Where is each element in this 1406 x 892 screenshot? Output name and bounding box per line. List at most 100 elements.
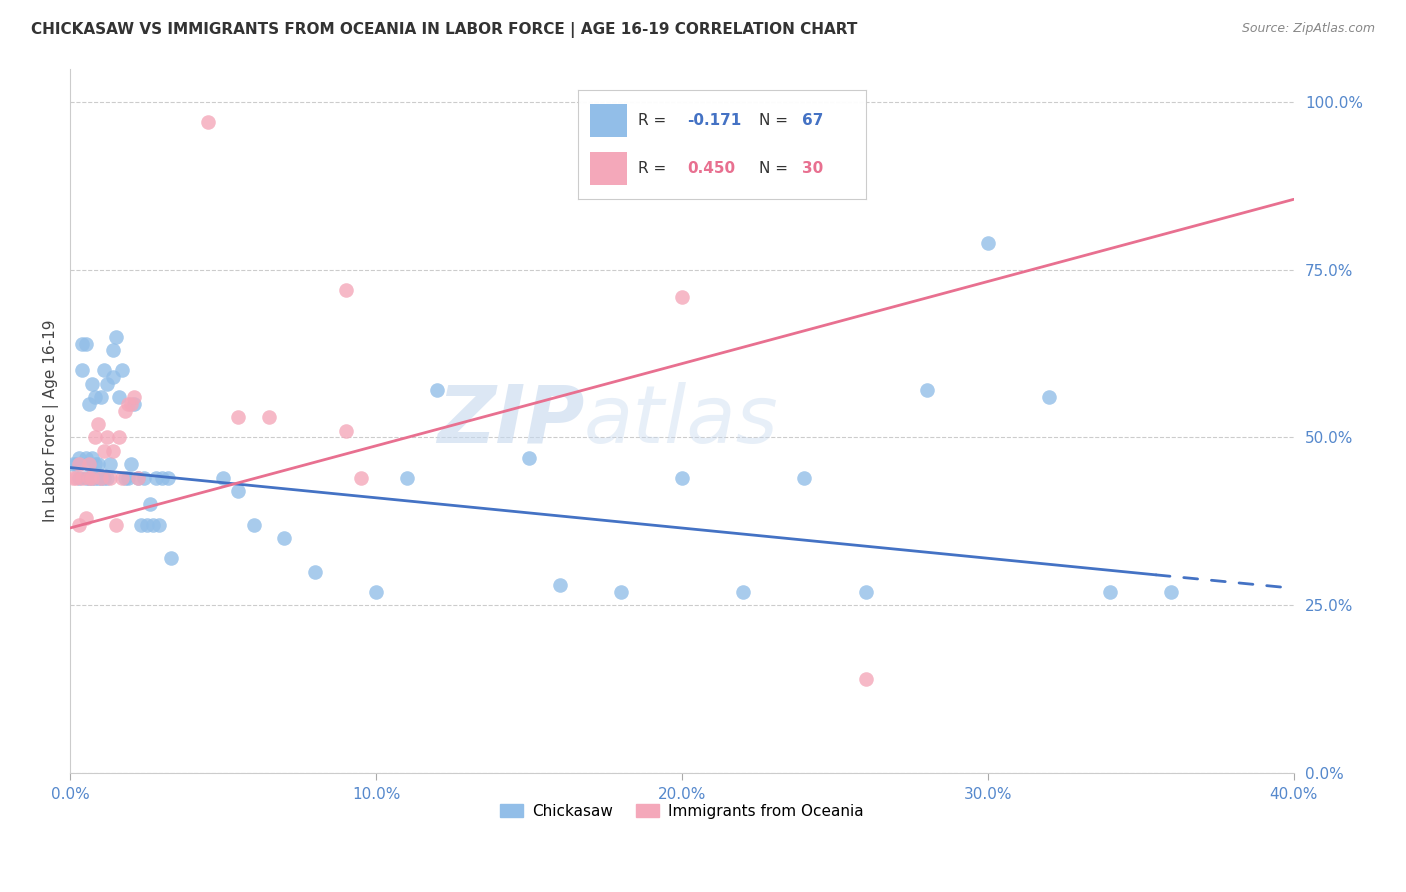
Point [426, 384, 449, 398]
Point [733, 584, 755, 599]
Point [83, 457, 105, 471]
Point [108, 390, 131, 404]
Point [80, 376, 103, 391]
Point [67, 450, 90, 465]
Point [335, 283, 357, 297]
Point [98, 470, 121, 484]
Point [75, 336, 97, 351]
Text: Source: ZipAtlas.com: Source: ZipAtlas.com [1241, 22, 1375, 36]
Point [80, 450, 103, 465]
Point [77, 457, 100, 471]
Point [93, 363, 115, 377]
Point [671, 470, 693, 484]
Point [72, 470, 94, 484]
Point [67, 470, 90, 484]
Point [157, 470, 180, 484]
Point [105, 517, 128, 532]
Point [257, 410, 280, 425]
Point [915, 384, 938, 398]
Point [77, 457, 100, 471]
Point [671, 289, 693, 303]
Point [139, 498, 162, 512]
Point [212, 470, 235, 484]
Point [111, 470, 134, 484]
Point [610, 584, 633, 599]
Point [90, 390, 112, 404]
Point [114, 470, 136, 484]
Point [129, 517, 152, 532]
Point [1099, 584, 1122, 599]
Point [75, 470, 97, 484]
Point [160, 551, 183, 566]
Point [83, 430, 105, 444]
Point [855, 672, 877, 686]
Point [80, 470, 103, 484]
Point [96, 376, 118, 391]
Point [1038, 390, 1060, 404]
Point [77, 470, 100, 484]
Point [855, 584, 877, 599]
Point [93, 470, 115, 484]
Point [517, 450, 540, 465]
Point [65, 470, 87, 484]
Point [87, 470, 110, 484]
Point [135, 517, 157, 532]
Text: atlas: atlas [583, 382, 779, 459]
Point [335, 424, 357, 438]
Point [395, 470, 418, 484]
Point [62, 470, 84, 484]
Legend: Chickasaw, Immigrants from Oceania: Chickasaw, Immigrants from Oceania [494, 797, 870, 825]
Point [72, 336, 94, 351]
Point [304, 565, 326, 579]
Text: ZIP: ZIP [437, 382, 583, 459]
Point [197, 115, 219, 129]
Point [120, 457, 142, 471]
Point [101, 343, 124, 358]
Point [80, 470, 103, 484]
Point [90, 470, 112, 484]
Point [242, 517, 264, 532]
Point [1160, 584, 1182, 599]
Point [548, 578, 571, 592]
Point [111, 363, 134, 377]
Point [72, 363, 94, 377]
Point [132, 470, 155, 484]
Point [117, 397, 139, 411]
Point [114, 403, 136, 417]
Point [96, 430, 118, 444]
Point [148, 517, 170, 532]
Point [98, 457, 121, 471]
Point [228, 484, 250, 499]
Point [145, 470, 167, 484]
Point [228, 410, 250, 425]
Point [83, 390, 105, 404]
Y-axis label: In Labor Force | Age 16-19: In Labor Force | Age 16-19 [44, 319, 59, 522]
Point [101, 443, 124, 458]
Point [87, 457, 110, 471]
Point [350, 470, 373, 484]
Point [120, 397, 142, 411]
Point [87, 417, 110, 431]
Point [65, 457, 87, 471]
Point [67, 517, 90, 532]
Point [77, 397, 100, 411]
Point [75, 511, 97, 525]
Point [366, 584, 388, 599]
Point [105, 330, 128, 344]
Point [90, 470, 112, 484]
Point [93, 443, 115, 458]
Point [101, 370, 124, 384]
Point [793, 470, 815, 484]
Point [124, 390, 146, 404]
Point [273, 531, 295, 545]
Point [977, 235, 1000, 250]
Point [124, 397, 146, 411]
Point [75, 450, 97, 465]
Point [127, 470, 149, 484]
Point [117, 470, 139, 484]
Point [83, 470, 105, 484]
Point [142, 517, 165, 532]
Point [108, 430, 131, 444]
Point [150, 470, 173, 484]
Point [62, 457, 84, 471]
